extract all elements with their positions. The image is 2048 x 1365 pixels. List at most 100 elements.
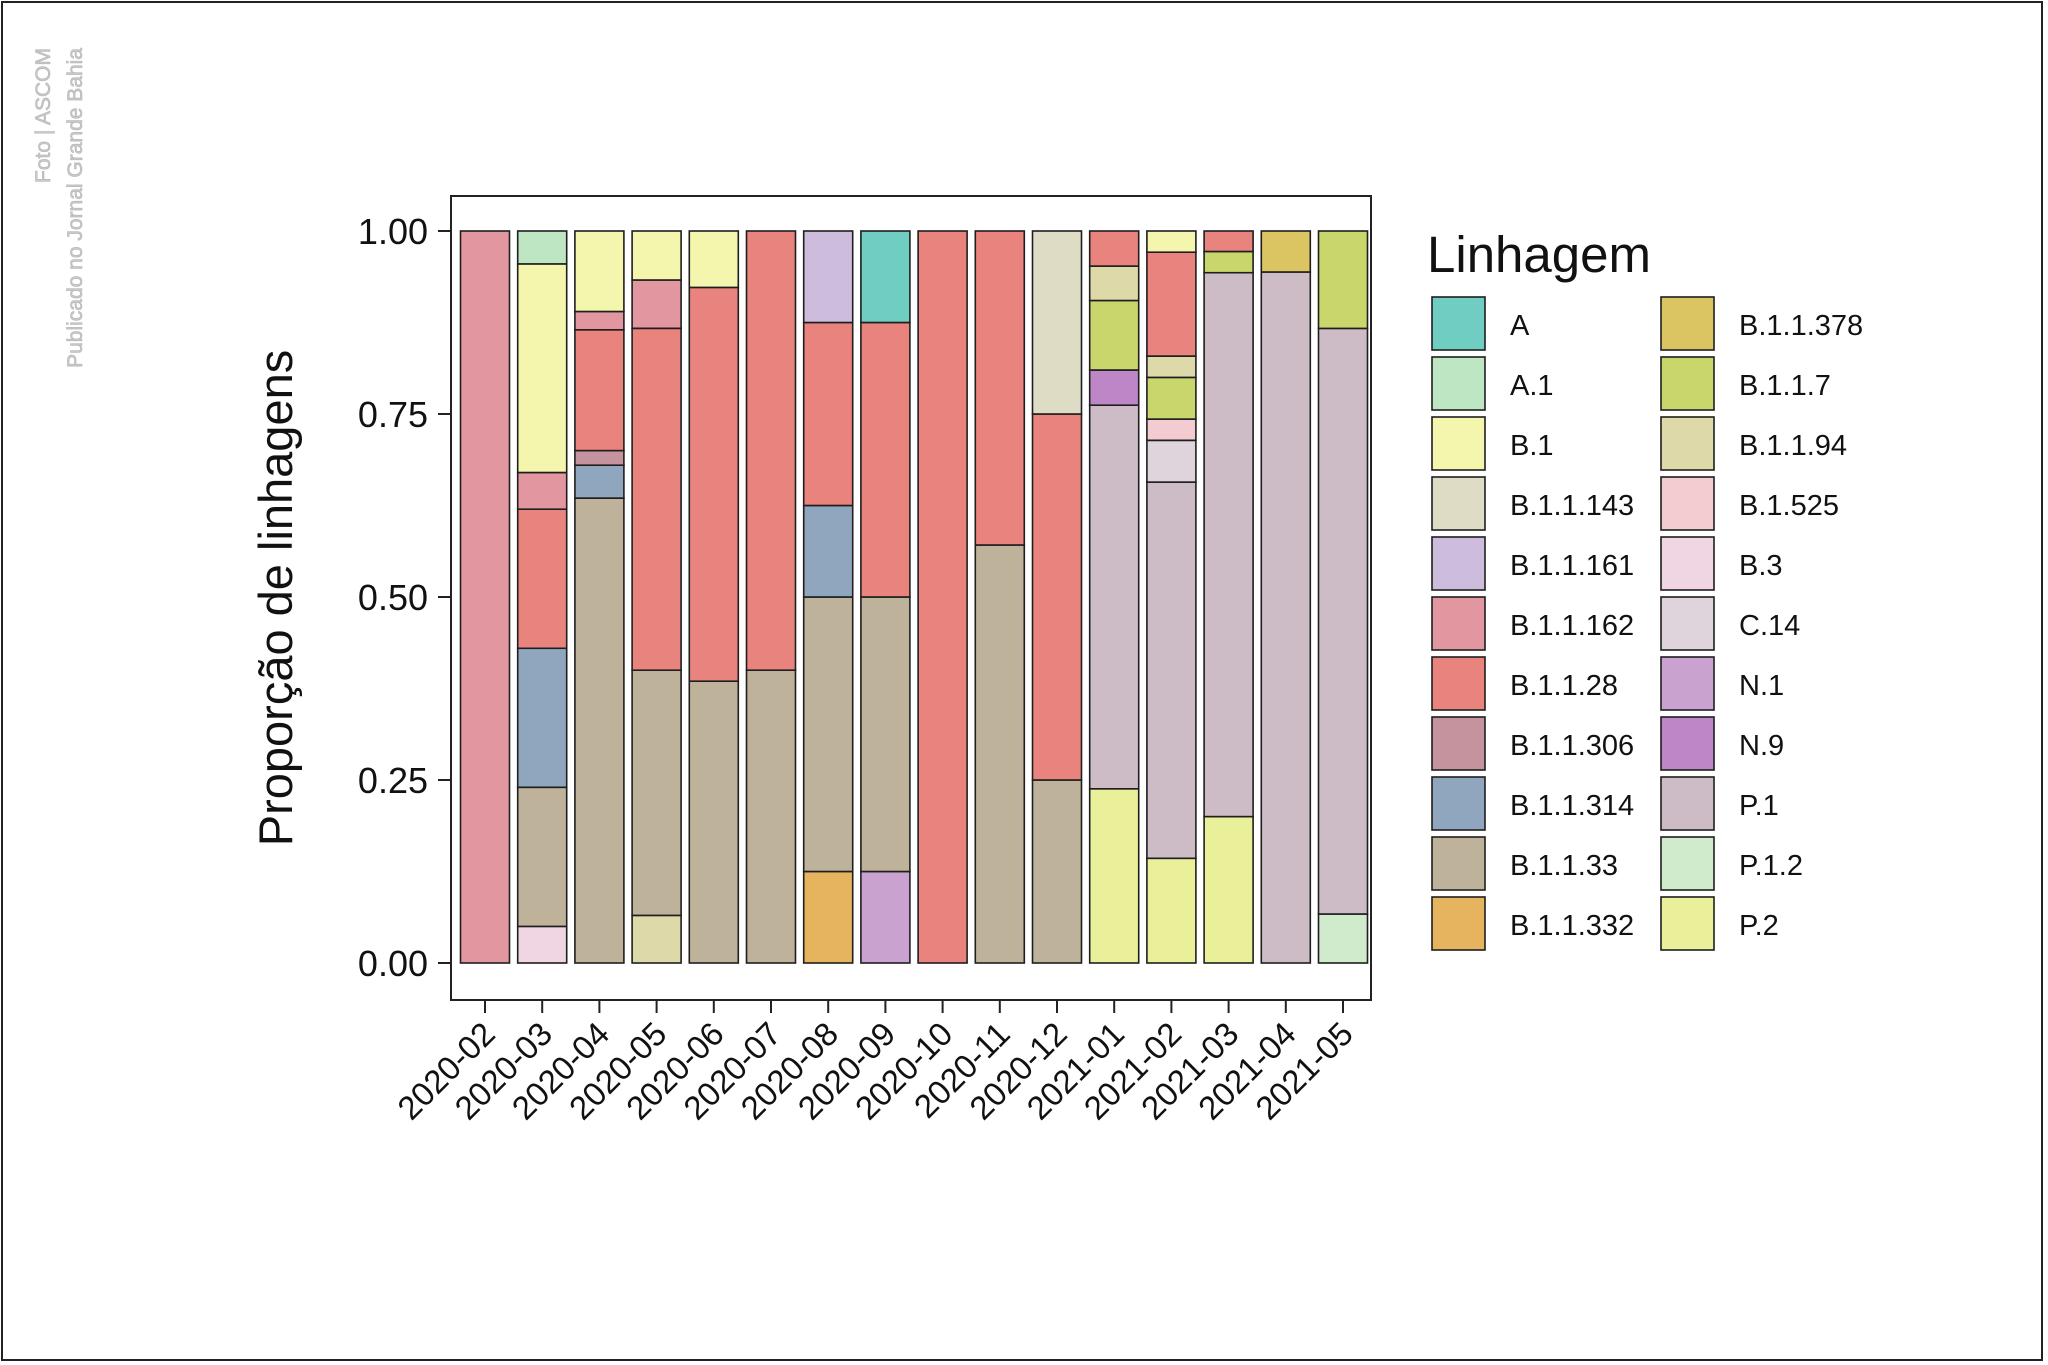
bar-segment-B-1-1-28 [1031,413,1083,781]
bar-segment-B-1-1-306 [574,449,625,467]
legend-swatch [1660,656,1715,711]
credit-line-1: Foto | ASCOM [32,48,55,183]
bar-2020-09 [860,230,911,964]
bar-segment-B-1-1-33 [688,680,740,964]
bar-segment-B-1-1-33 [802,596,854,873]
bar-segment-B-3 [516,925,568,964]
legend-title: Linhagem [1427,226,1651,283]
bar-segment-B-1-1-28 [1146,251,1197,357]
legend-item-N-9: N.9 [1660,716,1784,771]
legend-label: B.1.1.28 [1510,670,1618,702]
bars-layer [459,230,1369,964]
legend-swatch [1660,536,1715,591]
bar-segment-B-1-1-28 [1203,230,1254,253]
legend-label: B.1.1.7 [1739,370,1831,402]
legend-swatch [1660,596,1715,651]
bar-segment-B-1-1-162 [459,230,511,964]
legend-item-B-1-525: B.1.525 [1660,476,1839,531]
bar-2020-04 [574,230,625,964]
bar-2020-12 [1031,230,1083,964]
legend-swatch [1431,416,1486,471]
bar-segment-P-1 [1203,271,1254,818]
bar-segment-B-1-1-378 [1260,230,1312,273]
photo-credit-watermark: Foto | ASCOM Publicado no Jornal Grande … [32,47,88,368]
bar-segment-B-1-1-33 [745,669,797,964]
legend-label: B.1.525 [1739,490,1839,522]
bar-segment-B-1 [631,230,682,281]
legend-label: B.1.1.306 [1510,730,1634,762]
bar-2021-04 [1260,230,1312,964]
legend-swatch [1431,896,1486,951]
bar-segment-B-1-1-28 [860,321,911,598]
bar-2020-02 [459,230,511,964]
bar-segment-B-1-1-28 [631,327,682,671]
bar-segment-P-2 [1088,787,1140,964]
legend-item-B-1-1-332: B.1.1.332 [1431,896,1634,951]
bar-2021-05 [1317,230,1369,964]
legend-swatch [1660,356,1715,411]
bar-segment-B-1-1-94 [1088,265,1140,302]
legend-item-P-2: P.2 [1660,896,1779,951]
legend-item-B-1-1-143: B.1.1.143 [1431,476,1634,531]
bar-segment-B-1-1-7 [1146,376,1197,420]
legend-label: N.1 [1739,670,1784,702]
legend-item-P-1: P.1 [1660,776,1779,831]
bar-2021-01 [1088,230,1140,964]
legend-item-B-1-1-28: B.1.1.28 [1431,656,1618,711]
bar-segment-B-1 [688,230,740,289]
legend-label: B.1.1.161 [1510,550,1634,582]
legend-swatch [1660,476,1715,531]
legend: A A.1 B.1 B.1.1.143 B.1.1.161 B.1.1.162 B.1.1.… [1431,296,1863,951]
legend-label: A [1510,310,1530,342]
bar-segment-B-1 [1146,230,1197,254]
legend-label: P.1 [1739,790,1779,822]
bar-segment-P-1 [1146,481,1197,860]
legend-label: B.1.1.314 [1510,790,1634,822]
legend-label: B.1.1.332 [1510,910,1634,942]
legend-label: B.1.1.33 [1510,850,1618,882]
legend-label: P.1.2 [1739,850,1803,882]
legend-item-C-14: C.14 [1660,596,1800,651]
bar-segment-B-1-1-161 [802,230,854,324]
bar-segment-B-1-1-94 [631,914,682,964]
bar-segment-B-1-1-28 [688,286,740,682]
bar-segment-P-2 [1146,857,1197,964]
bar-segment-B-1-1-33 [516,786,568,928]
bar-segment-P-2 [1203,815,1254,964]
bar-segment-B-1 [574,230,625,313]
legend-label: A.1 [1510,370,1554,402]
legend-label: B.1.1.143 [1510,490,1634,522]
bar-segment-B-1-1-94 [1146,355,1197,379]
bar-segment-B-1-1-28 [802,321,854,507]
legend-label: B.1.1.94 [1739,430,1847,462]
bar-segment-P-1-2 [1317,913,1369,964]
bar-2020-06 [688,230,740,964]
legend-swatch [1431,596,1486,651]
legend-swatch [1431,296,1486,351]
y-tick-label: 0.00 [358,943,428,984]
bar-segment-B-1-525 [1146,418,1197,442]
legend-label: N.9 [1739,730,1784,762]
credit-line-2: Publicado no Jornal Grande Bahia [64,48,87,368]
bar-2020-05 [631,230,682,964]
legend-item-B-1-1-306: B.1.1.306 [1431,716,1634,771]
legend-swatch [1431,536,1486,591]
legend-label: B.1 [1510,430,1554,462]
bar-segment-B-1-1-33 [1031,779,1083,964]
bar-segment-B-1-1-162 [631,279,682,330]
legend-swatch [1431,476,1486,531]
bar-2020-11 [974,230,1026,964]
bar-segment-N-1 [860,870,911,964]
bar-segment-C-14 [1146,439,1197,483]
legend-item-B-1-1-33: B.1.1.33 [1431,836,1618,891]
legend-item-B-1-1-7: B.1.1.7 [1660,356,1831,411]
legend-label: B.3 [1739,550,1783,582]
legend-item-B-1: B.1 [1431,416,1554,471]
legend-item-B-1-1-162: B.1.1.162 [1431,596,1634,651]
bar-2020-07 [745,230,797,964]
bar-segment-B-1-1-28 [1088,230,1140,267]
y-axis-label: Proporção de linhagens [249,350,302,846]
legend-swatch [1431,356,1486,411]
legend-item-B-1-1-314: B.1.1.314 [1431,776,1634,831]
bar-segment-A [860,230,911,324]
